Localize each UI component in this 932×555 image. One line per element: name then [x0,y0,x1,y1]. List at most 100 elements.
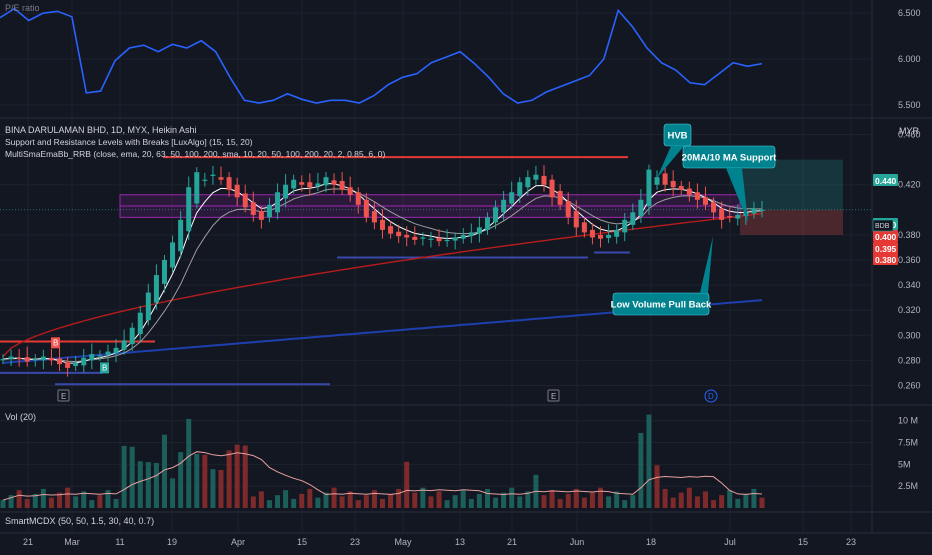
volume-axis-tick: 2.5M [898,481,918,491]
callout-ma-support-text: 20MA/10 MA Support [682,153,777,164]
candle [65,362,71,368]
volume-bar [234,444,240,508]
volume-bar [16,490,22,508]
candle [323,177,329,186]
callout-hvb-pointer [657,146,684,178]
breakout-marker-label: B [53,338,58,347]
volume-bar [379,498,386,508]
volume-bar [186,418,192,508]
candle [0,359,6,361]
volume-bar [250,496,256,508]
candle [501,199,507,213]
volume-bar [371,490,377,508]
candle [549,179,555,198]
candle [581,222,587,233]
breakout-marker-up [100,362,109,374]
candle [307,182,313,188]
volume-bar [670,497,676,508]
candle [331,180,337,185]
volume-bar [557,498,563,508]
volume-bar [525,491,531,508]
candle [379,219,386,230]
candle [129,327,135,345]
volume-bar [145,462,151,508]
candle [541,175,547,185]
volume-bar [105,490,111,508]
volume-bar [581,497,587,508]
candle [363,199,369,218]
volume-bar [412,492,418,508]
candle [460,234,466,239]
volume-bar [484,488,490,508]
volume-bar [275,495,281,508]
candle [24,357,30,362]
candle [283,184,289,199]
candle [646,169,652,207]
volume-axis-tick: 10 M [898,416,918,426]
candle [16,357,22,360]
price-axis-tick: 0.260 [898,380,921,390]
volume-bar [323,492,329,508]
volume-bar [735,498,741,508]
currency-label: MYR [899,126,919,136]
candle [404,234,410,238]
volume-bar [468,498,474,508]
volume-axis-tick: 7.5M [898,438,918,448]
indicator-sr-levels: Support and Resistance Levels with Break… [5,137,253,147]
price-tag [873,230,898,242]
volume-bar [89,500,95,508]
candle [557,191,563,205]
pe-line [0,7,763,104]
candle [226,177,232,190]
volume-bar [178,452,184,508]
price-tag-text: 0.380 [875,255,897,265]
candle [638,199,644,217]
volume-bar [702,491,708,508]
volume-bar [759,497,765,508]
volume-bar [347,491,353,508]
candle [194,172,200,204]
candle [735,214,741,219]
earnings-marker-label: E [551,392,556,401]
price-tag-text: 0.395 [875,244,897,254]
price-tag-text: 0.440 [875,176,897,186]
volume-bar [678,492,684,508]
price-tag [873,174,898,186]
symbol-tag-text: BDB [875,223,890,230]
volume-bar [630,495,636,508]
candle [686,188,692,195]
price-axis-tick: 0.340 [898,280,921,290]
volume-bar [0,500,6,508]
candle [89,354,95,361]
candle [113,347,119,354]
pe-axis-tick: 6.000 [898,54,921,64]
candle [145,292,151,321]
time-axis-tick: Apr [231,537,245,547]
price-tag [873,253,898,265]
callout-low-volume-text: Low Volume Pull Back [611,300,712,311]
volume-bar [694,496,700,508]
volume-bar [404,461,410,508]
volume-bar [428,496,434,508]
candle [234,184,240,198]
candle [412,236,418,240]
time-axis-tick: 15 [798,537,808,547]
volume-bar [202,454,208,508]
candle [299,182,305,185]
volume-bar [194,453,200,508]
ma-slow-line [2,212,763,358]
volume-bar [686,487,692,508]
candle [396,231,402,237]
volume-pane-label: Vol (20) [5,412,37,422]
volume-bar [170,478,176,508]
volume-bar [161,434,167,508]
candle [662,173,668,185]
volume-bar [711,500,717,508]
volume-bar [517,496,523,508]
callout-lowvol-pointer [700,236,713,293]
indicator-multi-ma: MultiSmaEmaBb_RRB (close, ema, 20, 63, 5… [5,149,386,159]
volume-bar [420,487,426,508]
volume-bar [436,491,442,508]
candle [694,192,700,200]
